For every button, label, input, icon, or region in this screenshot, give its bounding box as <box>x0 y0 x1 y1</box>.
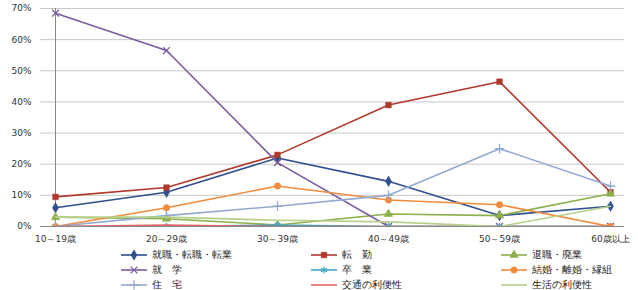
svg-text:10%: 10% <box>11 190 31 200</box>
html-text:結婚・離婚・縁組: 結婚・離婚・縁組 <box>532 264 612 275</box>
svg-text:30%: 30% <box>11 128 31 138</box>
svg-text:0%: 0% <box>17 221 32 231</box>
svg-text:10～19歳: 10～19歳 <box>35 234 76 244</box>
html-text:退職・廃業: 退職・廃業 <box>532 249 582 260</box>
svg-text:70%: 70% <box>11 3 31 13</box>
html-text:住 宅: 住 宅 <box>152 279 182 290</box>
html-text:就 学: 就 学 <box>152 264 182 275</box>
svg-text:20%: 20% <box>11 159 31 169</box>
svg-text:60%: 60% <box>11 35 31 45</box>
svg-text:60歳以上: 60歳以上 <box>591 234 629 244</box>
html-text:転 勤: 転 勤 <box>342 249 372 260</box>
svg-text:50～59歳: 50～59歳 <box>479 234 520 244</box>
html-text:卒 業: 卒 業 <box>342 264 372 275</box>
svg-text:50%: 50% <box>11 66 31 76</box>
html-text:生活の利便性: 生活の利便性 <box>532 279 592 290</box>
svg-text:30～39歳: 30～39歳 <box>257 234 298 244</box>
svg-text:40%: 40% <box>11 97 31 107</box>
svg-text:20～29歳: 20～29歳 <box>146 234 187 244</box>
html-text:交通の利便性: 交通の利便性 <box>342 279 402 290</box>
svg-text:40～49歳: 40～49歳 <box>368 234 409 244</box>
html-text:就職・転職・転業: 就職・転職・転業 <box>152 249 232 260</box>
